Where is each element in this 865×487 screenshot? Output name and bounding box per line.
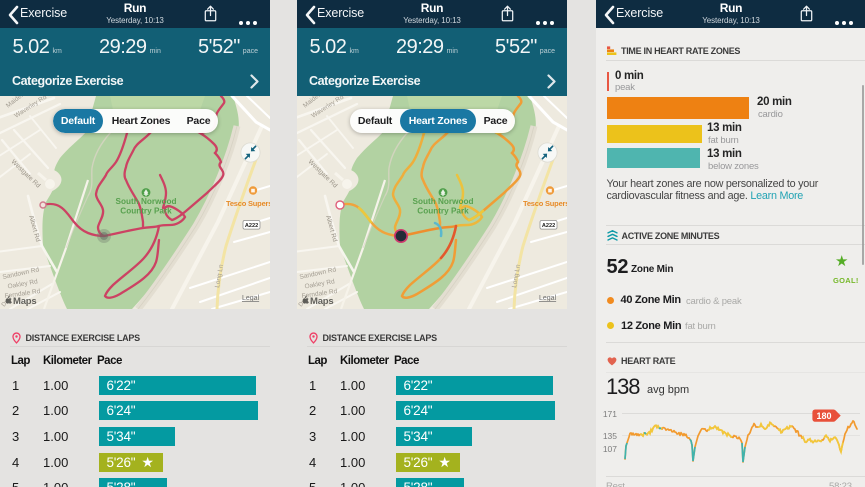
svg-text:Country Park: Country Park — [417, 207, 469, 216]
svg-text:180: 180 — [816, 411, 831, 421]
svg-text:Ferndale Rd: Ferndale Rd — [301, 288, 338, 300]
svg-text:Legal: Legal — [539, 295, 557, 302]
svg-text:A222: A222 — [245, 223, 258, 229]
svg-text:Maps: Maps — [310, 296, 333, 307]
svg-text:Legal: Legal — [242, 295, 260, 302]
svg-text:South Norwood: South Norwood — [413, 197, 474, 206]
svg-text:South Norwood: South Norwood — [116, 197, 177, 206]
svg-text:Tesco Supers: Tesco Supers — [226, 199, 270, 208]
svg-text:Ferndale Rd: Ferndale Rd — [4, 288, 41, 300]
svg-text:Maps: Maps — [13, 296, 36, 307]
svg-text:Long Ln: Long Ln — [214, 264, 225, 289]
svg-text:Tesco Supers: Tesco Supers — [523, 199, 567, 208]
svg-text:A222: A222 — [542, 223, 555, 229]
svg-text:Long Ln: Long Ln — [511, 264, 522, 289]
svg-text:Country Park: Country Park — [120, 207, 172, 216]
